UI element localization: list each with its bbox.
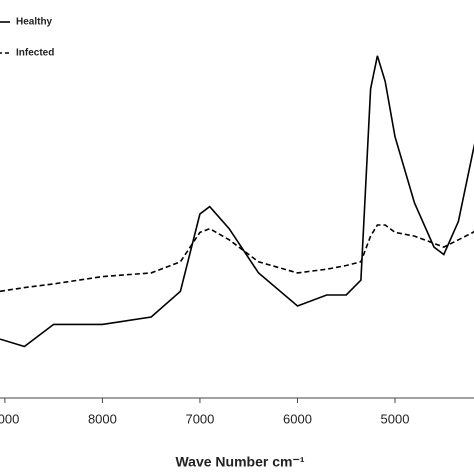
x-tick-label: 7000: [185, 411, 214, 426]
x-tick-label: 5000: [381, 411, 410, 426]
x-tick-label: 8000: [88, 411, 117, 426]
series-line: [0, 55, 474, 348]
x-axis-label: Wave Number cm⁻¹: [175, 454, 304, 470]
series-line: [0, 224, 474, 293]
legend-label: Infected: [16, 48, 54, 59]
x-tick-label: 6000: [283, 411, 312, 426]
x-tick-label: 9000: [0, 411, 19, 426]
legend-label: Healthy: [16, 17, 53, 28]
